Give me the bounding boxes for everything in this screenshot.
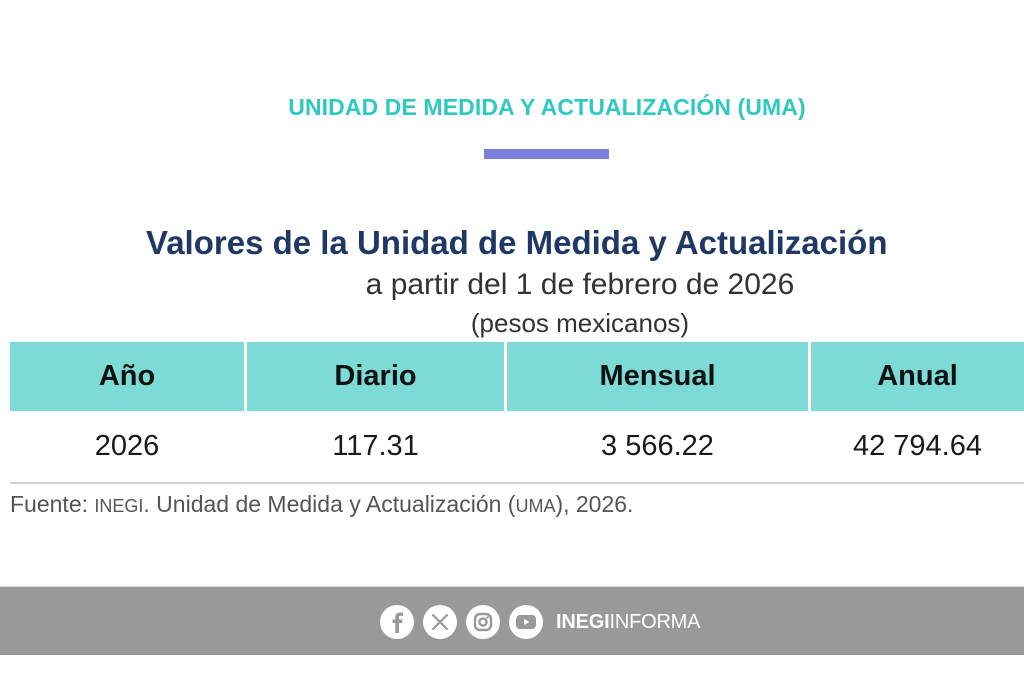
source-abbr: UMA — [515, 496, 556, 516]
column-header-annual: Anual — [811, 342, 1024, 411]
column-header-monthly: Mensual — [507, 342, 808, 411]
table-units: (pesos mexicanos) — [470, 308, 690, 338]
column-header-year: Año — [10, 342, 244, 411]
uma-table: Año Diario Mensual Anual 2026 117.31 3 5… — [10, 342, 1024, 484]
source-note: Fuente: INEGI. Unidad de Medida y Actual… — [10, 491, 633, 518]
x-twitter-icon[interactable] — [423, 605, 457, 639]
cell-year: 2026 — [94, 430, 160, 462]
footer-band: INEGIINFORMA — [0, 586, 1024, 655]
header-title: UNIDAD DE MEDIDA Y ACTUALIZACIÓN (UMA) — [288, 94, 806, 120]
table-header-row: Año Diario Mensual Anual — [10, 342, 1024, 411]
column-header-daily: Diario — [247, 342, 504, 411]
source-middle: . Unidad de Medida y Actualización ( — [143, 491, 516, 517]
facebook-icon[interactable] — [380, 605, 414, 639]
social-links: INEGIINFORMA — [380, 605, 700, 639]
cell-monthly: 3 566.22 — [601, 430, 714, 462]
instagram-icon[interactable] — [466, 605, 500, 639]
table-subtitle: a partir del 1 de febrero de 2026 — [365, 268, 795, 301]
brand-bold: INEGI — [556, 610, 610, 633]
table-title: Valores de la Unidad de Medida y Actuali… — [146, 224, 888, 261]
table-row: 2026 117.31 3 566.22 42 794.64 — [10, 411, 1024, 482]
accent-bar — [484, 149, 609, 159]
source-org: INEGI — [94, 496, 144, 516]
youtube-icon[interactable] — [509, 605, 543, 639]
cell-daily: 117.31 — [332, 430, 419, 462]
cell-annual: 42 794.64 — [852, 430, 982, 462]
source-prefix: Fuente: — [10, 491, 95, 517]
brand-wordmark[interactable]: INEGIINFORMA — [556, 611, 700, 634]
source-suffix: ), 2026. — [555, 491, 634, 517]
brand-light: INFORMA — [609, 610, 701, 633]
table-divider — [10, 482, 1024, 484]
